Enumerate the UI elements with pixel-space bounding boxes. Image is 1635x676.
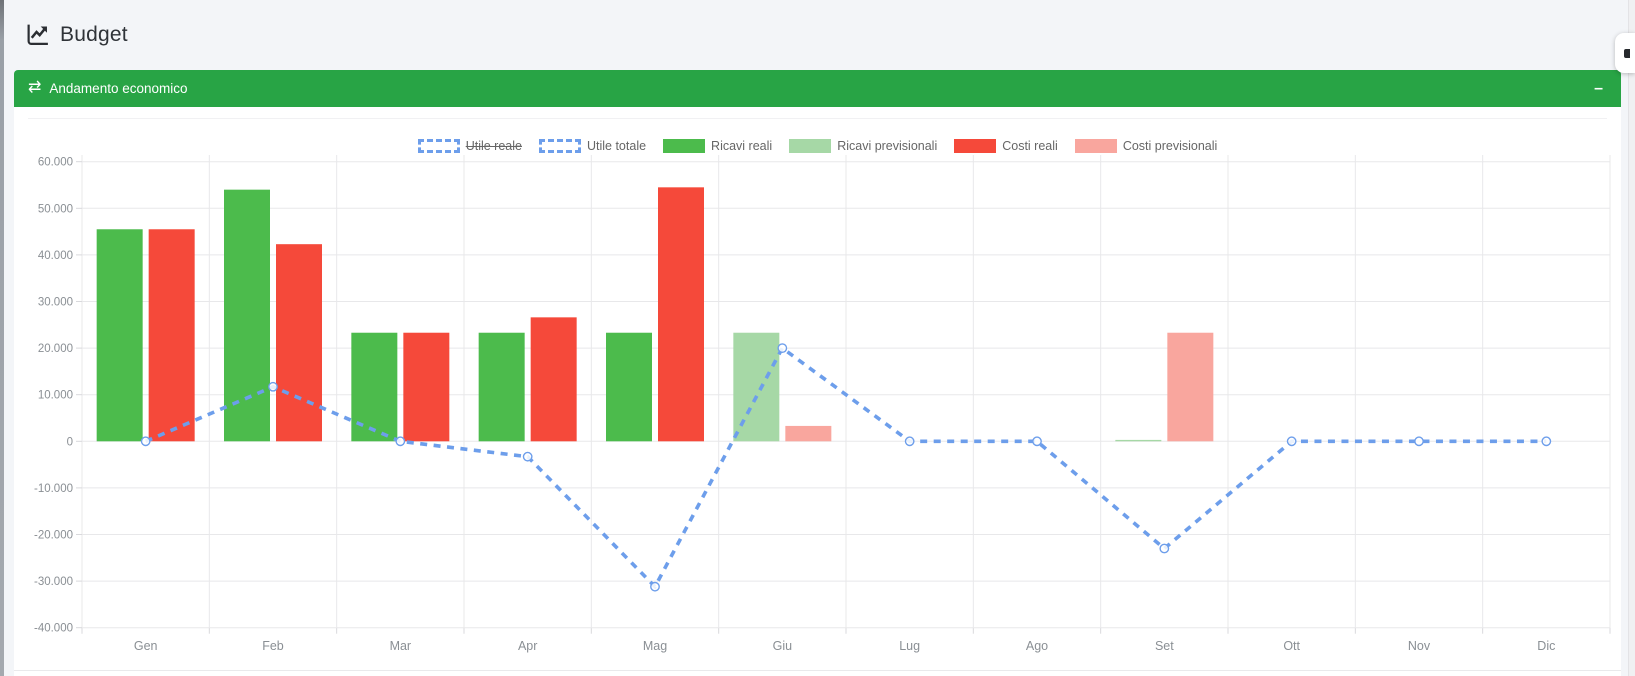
floating-action-icon	[1624, 49, 1630, 58]
line-point-giu	[777, 343, 788, 353]
bar-costi-reali-mag	[658, 187, 704, 442]
legend-label-utile-reale: Utile reale	[465, 138, 522, 153]
bar-costi-previsionali-giu	[785, 425, 832, 442]
bar-ricavi-reali-feb	[224, 189, 270, 442]
line-point-set	[1159, 543, 1170, 554]
y-tick-label: 50.000	[38, 203, 73, 215]
legend-label-utile-totale: Utile totale	[586, 138, 647, 153]
legend-swatch-utile-reale	[417, 138, 460, 153]
bar-ricavi-reali-mag	[606, 332, 652, 442]
line-point-mag	[650, 581, 660, 592]
y-tick-label: -20.000	[34, 530, 73, 542]
y-tick-label: -40.000	[34, 623, 73, 635]
bar-ricavi-previsionali-set	[1115, 439, 1162, 442]
line-point-ago	[1032, 436, 1042, 447]
y-tick-label: 10.000	[38, 390, 73, 402]
line-point-ott	[1286, 436, 1297, 447]
bar-costi-reali-mar	[403, 332, 450, 442]
legend-swatch-ricavi-previsionali	[789, 138, 832, 153]
scrollbar[interactable]	[1628, 0, 1635, 676]
legend-item-utile-reale[interactable]: Utile reale	[417, 138, 522, 153]
x-tick-label-mag: Mag	[643, 639, 667, 653]
line-point-lug	[904, 436, 915, 447]
legend-swatch-ricavi-reali	[663, 138, 706, 153]
line-point-feb	[268, 381, 278, 392]
y-tick-label: 30.000	[38, 297, 73, 309]
legend-item-costi-previsionali[interactable]: Costi previsionali	[1074, 138, 1218, 153]
y-tick-label: 20.000	[38, 343, 73, 355]
line-point-apr	[522, 451, 533, 462]
y-tick-label: 40.000	[38, 250, 73, 262]
bar-costi-reali-feb	[276, 244, 322, 442]
panel-header: ⇄ Andamento economico –	[14, 70, 1621, 107]
y-tick-label: -30.000	[34, 576, 73, 588]
bar-costi-previsionali-set	[1167, 332, 1214, 442]
x-tick-label-apr: Apr	[518, 639, 537, 653]
bar-ricavi-reali-gen	[96, 229, 143, 442]
panel-title: Andamento economico	[49, 81, 188, 96]
legend-label-ricavi-previsionali: Ricavi previsionali	[837, 138, 938, 153]
legend-swatch-costi-previsionali	[1074, 138, 1117, 153]
line-utile-totale	[144, 345, 1547, 590]
chart-legend: Utile reale Utile totale Ricavi reali Ricav…	[14, 138, 1621, 153]
bar-ricavi-reali-apr	[478, 332, 525, 442]
line-point-mar	[395, 436, 406, 447]
line-point-nov	[1414, 436, 1424, 447]
legend-label-costi-previsionali: Costi previsionali	[1122, 138, 1218, 153]
collapse-panel-button[interactable]: –	[1594, 79, 1603, 97]
x-tick-label-lug: Lug	[899, 639, 920, 653]
y-tick-label: 0	[67, 436, 73, 448]
legend-item-ricavi-reali[interactable]: Ricavi reali	[663, 138, 772, 153]
legend-label-ricavi-reali: Ricavi reali	[711, 138, 773, 153]
x-tick-label-ago: Ago	[1026, 639, 1048, 653]
x-tick-label-ott: Ott	[1283, 639, 1300, 653]
legend-item-ricavi-previsionali[interactable]: Ricavi previsionali	[789, 138, 937, 153]
floating-action-button[interactable]	[1615, 33, 1635, 73]
legend-item-utile-totale[interactable]: Utile totale	[538, 138, 647, 153]
x-tick-label-feb: Feb	[262, 639, 284, 653]
legend-label-costi-reali: Costi reali	[1002, 138, 1058, 153]
y-tick-label: -10.000	[34, 483, 73, 495]
x-tick-label-nov: Nov	[1408, 639, 1431, 653]
sidebar-edge	[0, 0, 4, 676]
chart-line-icon	[25, 22, 51, 47]
line-point-dic	[1541, 436, 1552, 447]
panel-bottom-border	[14, 670, 1621, 671]
page-titlebar: Budget	[25, 22, 128, 47]
chart-canvas-border	[28, 118, 1607, 119]
bar-costi-reali-gen	[148, 229, 195, 442]
x-tick-label-dic: Dic	[1537, 639, 1555, 653]
page-title: Budget	[60, 22, 128, 46]
x-tick-label-giu: Giu	[773, 639, 793, 653]
legend-swatch-costi-reali	[954, 138, 997, 153]
line-point-gen	[140, 436, 151, 447]
legend-swatch-utile-totale	[538, 138, 581, 153]
y-tick-label: 60.000	[38, 157, 73, 169]
exchange-arrows-icon: ⇄	[28, 78, 42, 96]
bar-costi-reali-apr	[530, 317, 577, 442]
x-tick-label-gen: Gen	[134, 639, 158, 653]
x-tick-label-set: Set	[1155, 639, 1174, 653]
legend-item-costi-reali[interactable]: Costi reali	[954, 138, 1058, 153]
x-tick-label-mar: Mar	[390, 639, 412, 653]
